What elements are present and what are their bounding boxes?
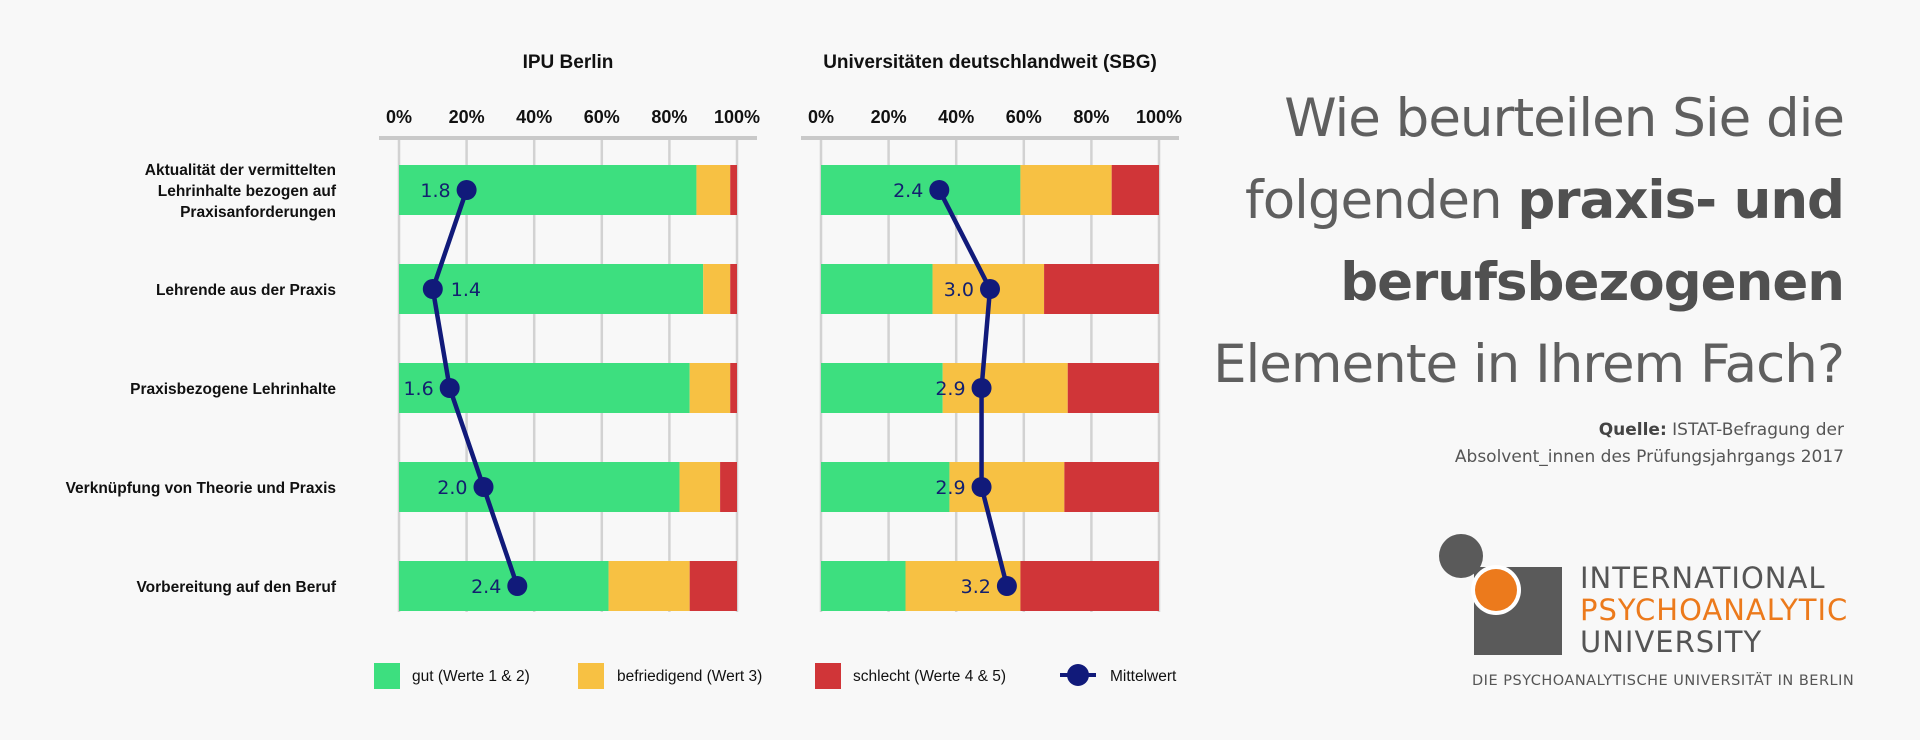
- bar-befriedigend: [679, 462, 721, 512]
- bar-befriedigend: [1020, 165, 1112, 215]
- bar-gut: [821, 165, 1021, 215]
- x-tick-label: 0%: [808, 107, 834, 127]
- bar-gut: [399, 165, 697, 215]
- mean-label: 1.8: [420, 180, 450, 202]
- bar-befriedigend: [949, 462, 1065, 512]
- legend-swatch-schlecht: [815, 663, 841, 689]
- legend-swatch-gut: [374, 663, 400, 689]
- question-line-1: Wie beurteilen Sie die: [1284, 88, 1845, 149]
- bar-schlecht: [730, 264, 737, 314]
- x-tick-label: 100%: [1136, 107, 1182, 127]
- bar-gut: [821, 363, 943, 413]
- question-line-2-bold: praxis- und: [1517, 170, 1845, 231]
- x-tick-label: 60%: [1006, 107, 1042, 127]
- logo-gray-circle: [1439, 534, 1483, 578]
- mean-point: [439, 378, 460, 398]
- x-tick-label: 0%: [386, 107, 412, 127]
- logo-line-2: PSYCHOANALYTIC: [1580, 593, 1849, 627]
- mean-label: 2.4: [893, 180, 923, 202]
- bar-schlecht: [1020, 561, 1159, 611]
- mean-label: 3.2: [961, 576, 991, 598]
- source-label: Quelle:: [1598, 420, 1667, 440]
- bar-gut: [821, 561, 906, 611]
- legend-label-schlecht: schlecht (Werte 4 & 5): [853, 668, 1006, 685]
- ipu-logo: INTERNATIONAL PSYCHOANALYTIC UNIVERSITY …: [1435, 530, 1855, 700]
- category-label: Lehrinhalte bezogen auf: [158, 183, 337, 200]
- bar-befriedigend: [696, 165, 731, 215]
- category-label: Lehrende aus der Praxis: [156, 282, 336, 299]
- x-tick-label: 60%: [584, 107, 620, 127]
- mean-point: [507, 576, 528, 596]
- bar-gut: [399, 462, 680, 512]
- category-label: Aktualität der vermittelten: [145, 162, 336, 179]
- bar-gut: [399, 264, 704, 314]
- category-label: Praxisbezogene Lehrinhalte: [130, 381, 336, 398]
- bar-schlecht: [1064, 462, 1159, 512]
- mean-label: 2.0: [437, 477, 467, 499]
- legend-swatch-befriedigend: [578, 663, 604, 689]
- x-tick-label: 100%: [714, 107, 760, 127]
- bar-befriedigend: [608, 561, 690, 611]
- mean-point: [980, 279, 1000, 299]
- legend-marker-mittelwert: [1067, 664, 1089, 686]
- mean-point: [996, 576, 1017, 596]
- bar-gut: [399, 561, 609, 611]
- x-tick-label: 20%: [871, 107, 907, 127]
- mean-label: 1.6: [403, 378, 433, 400]
- bar-schlecht: [1044, 264, 1159, 314]
- mean-label: 1.4: [451, 279, 481, 301]
- bar-schlecht: [730, 165, 737, 215]
- x-tick-label: 20%: [449, 107, 485, 127]
- source-line-2: Absolvent_innen des Prüfungsjahrgangs 20…: [1454, 447, 1844, 467]
- logo-orange-circle: [1475, 569, 1517, 611]
- bar-befriedigend: [703, 264, 731, 314]
- x-tick-label: 80%: [651, 107, 687, 127]
- ipu-logo-mark: [1439, 534, 1562, 655]
- question-line-2-plain: folgenden: [1245, 170, 1502, 231]
- bar-schlecht: [1067, 363, 1159, 413]
- mean-point: [456, 180, 477, 200]
- bar-schlecht: [730, 363, 737, 413]
- mean-point: [422, 279, 443, 299]
- x-tick-label: 80%: [1073, 107, 1109, 127]
- logo-subtitle: DIE PSYCHOANALYTISCHE UNIVERSITÄT IN BER…: [1472, 673, 1855, 689]
- bar-befriedigend: [689, 363, 731, 413]
- x-tick-label: 40%: [516, 107, 552, 127]
- mean-label: 3.0: [944, 279, 974, 301]
- logo-line-3: UNIVERSITY: [1580, 625, 1763, 659]
- bar-gut: [821, 462, 950, 512]
- mean-label: 2.9: [935, 477, 965, 499]
- x-tick-label: 40%: [938, 107, 974, 127]
- bar-gut: [821, 264, 933, 314]
- category-label: Verknüpfung von Theorie und Praxis: [66, 480, 336, 497]
- category-label: Vorbereitung auf den Beruf: [136, 579, 336, 596]
- legend-label-befriedigend: befriedigend (Wert 3): [617, 668, 762, 685]
- mean-point: [971, 378, 992, 398]
- bar-schlecht: [720, 462, 737, 512]
- bar-befriedigend: [942, 363, 1068, 413]
- question-heading: Wie beurteilen Sie die folgenden praxis-…: [1144, 78, 1845, 406]
- panel-title: Universitäten deutschlandweit (SBG): [823, 52, 1157, 73]
- question-line-3-bold: berufsbezogenen: [1340, 252, 1845, 313]
- bar-schlecht: [689, 561, 737, 611]
- mean-point: [473, 477, 494, 497]
- chart-area: IPU Berlin 0% 20% 40% 60% 80% 100% 1.8 1.4 1.6 2.0…: [66, 52, 1182, 689]
- legend-label-gut: gut (Werte 1 & 2): [412, 668, 530, 685]
- bar-schlecht: [1111, 165, 1159, 215]
- mean-label: 2.9: [935, 378, 965, 400]
- source-line-1: ISTAT-Befragung der: [1672, 420, 1844, 440]
- panel-title: IPU Berlin: [523, 52, 614, 73]
- category-label: Praxisanforderungen: [180, 204, 336, 221]
- source-note: Quelle: ISTAT-Befragung der Absolvent_in…: [1244, 417, 1844, 471]
- mean-point: [971, 477, 992, 497]
- question-line-4: Elemente in Ihrem Fach?: [1213, 334, 1845, 395]
- mean-point: [929, 180, 950, 200]
- logo-line-1: INTERNATIONAL: [1580, 561, 1826, 595]
- legend-label-mittelwert: Mittelwert: [1110, 668, 1177, 685]
- mean-label: 2.4: [471, 576, 501, 598]
